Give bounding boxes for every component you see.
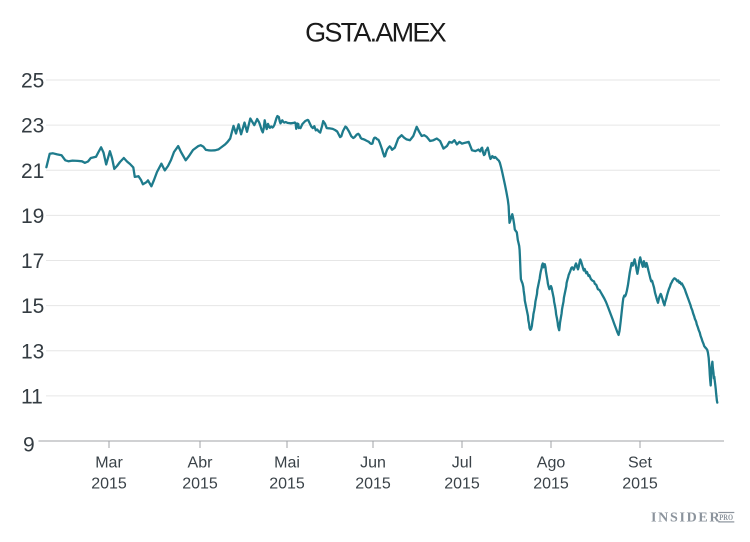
svg-text:25: 25 xyxy=(21,70,44,93)
svg-text:Ago: Ago xyxy=(537,455,566,472)
svg-text:11: 11 xyxy=(21,386,43,409)
svg-text:Jun: Jun xyxy=(360,455,386,472)
svg-text:GSTA.AMEX: GSTA.AMEX xyxy=(305,18,447,48)
svg-text:Mar: Mar xyxy=(95,455,123,472)
svg-text:13: 13 xyxy=(21,340,44,363)
svg-text:2015: 2015 xyxy=(622,476,658,493)
svg-text:Set: Set xyxy=(628,455,653,472)
svg-text:19: 19 xyxy=(21,205,44,228)
svg-text:2015: 2015 xyxy=(182,476,218,493)
svg-text:2015: 2015 xyxy=(533,476,569,493)
svg-text:PRO: PRO xyxy=(719,512,733,522)
svg-text:Abr: Abr xyxy=(188,455,214,472)
svg-text:21: 21 xyxy=(21,160,44,183)
svg-text:23: 23 xyxy=(21,115,44,138)
svg-text:2015: 2015 xyxy=(91,476,127,493)
svg-text:15: 15 xyxy=(21,295,44,318)
svg-text:INSIDER: INSIDER xyxy=(651,511,721,526)
svg-text:9: 9 xyxy=(23,434,35,457)
svg-text:Mai: Mai xyxy=(274,455,300,472)
svg-text:2015: 2015 xyxy=(269,476,305,493)
svg-text:17: 17 xyxy=(21,250,44,273)
svg-text:Jul: Jul xyxy=(452,455,472,472)
svg-text:2015: 2015 xyxy=(444,476,480,493)
svg-text:2015: 2015 xyxy=(355,476,391,493)
